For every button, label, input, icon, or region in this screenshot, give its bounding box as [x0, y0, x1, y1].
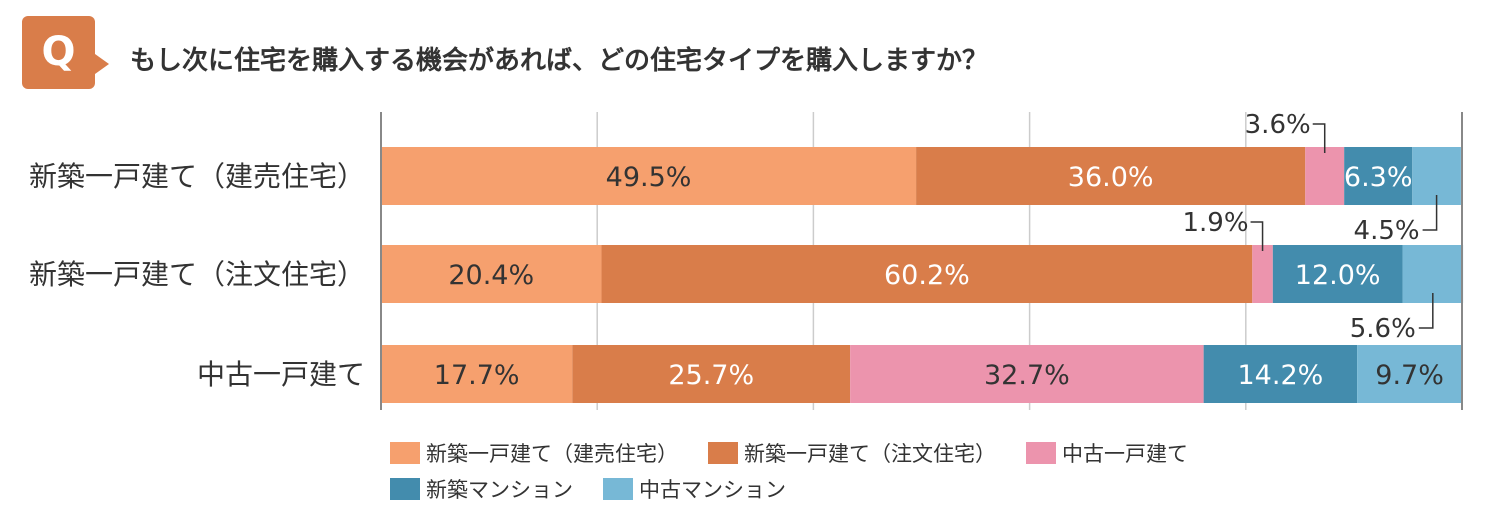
legend-label: 新築マンション: [426, 478, 573, 502]
data-label: 6.3%: [1344, 162, 1413, 193]
data-label: 1.9%: [1182, 208, 1248, 238]
bar-segment: [381, 245, 602, 303]
bar-segment: [1272, 245, 1403, 303]
data-label: 3.6%: [1245, 110, 1311, 140]
legend-swatch: [390, 478, 420, 500]
data-label: 4.5%: [1354, 216, 1420, 246]
bar-segment: [572, 345, 851, 403]
question-title: もし次に住宅を購入する機会があれば、どの住宅タイプを購入しますか？: [130, 46, 989, 76]
bar-segment: [381, 147, 917, 205]
bar-segment: [916, 147, 1306, 205]
category-label: 新築一戸建て（注文住宅）: [29, 258, 365, 291]
legend-item: 新築一戸建て（注文住宅）: [708, 438, 996, 468]
leader-line: [1422, 195, 1438, 231]
bar-segment: [850, 345, 1204, 403]
data-label: 49.5%: [606, 162, 692, 193]
data-label: 17.7%: [434, 360, 520, 391]
legend-swatch: [390, 442, 420, 464]
legend-swatch: [603, 478, 633, 500]
category-label: 新築一戸建て（建売住宅）: [29, 160, 365, 193]
legend-row-1: 新築一戸建て（建売住宅） 新築一戸建て（注文住宅） 中古一戸建て: [390, 438, 1188, 468]
legend-label: 新築一戸建て（建売住宅）: [426, 442, 678, 466]
bar-segment: [1252, 245, 1273, 303]
data-label: 20.4%: [448, 260, 534, 291]
question-badge: Q: [22, 16, 109, 89]
leader-line: [1418, 293, 1434, 329]
data-label: 5.6%: [1350, 314, 1416, 344]
bar-segment: [601, 245, 1253, 303]
data-label: 12.0%: [1295, 260, 1381, 291]
legend-label: 中古一戸建て: [1062, 442, 1188, 466]
legend-label: 新築一戸建て（注文住宅）: [744, 442, 996, 466]
data-label: 32.7%: [984, 360, 1070, 391]
legend-item: 中古一戸建て: [1026, 438, 1188, 468]
bar-segment: [381, 345, 573, 403]
data-label: 25.7%: [668, 360, 754, 391]
legend-item: 新築一戸建て（建売住宅）: [390, 438, 678, 468]
bar-segment: [1344, 147, 1413, 205]
legend-item: 中古マンション: [603, 474, 786, 504]
bar-segment: [1203, 345, 1358, 403]
legend-item: 新築マンション: [390, 474, 573, 504]
legend-swatch: [1026, 442, 1056, 464]
data-label: 9.7%: [1375, 360, 1444, 391]
data-label: 36.0%: [1068, 162, 1154, 193]
legend-swatch: [708, 442, 738, 464]
data-label: 60.2%: [884, 260, 970, 291]
data-label: 14.2%: [1238, 360, 1324, 391]
legend-label: 中古マンション: [639, 478, 786, 502]
bar-segment: [1305, 147, 1345, 205]
legend-row-2: 新築マンション 中古マンション: [390, 474, 786, 504]
question-badge-letter: Q: [41, 29, 76, 75]
leader-line: [1250, 221, 1264, 251]
leader-line: [1312, 123, 1326, 153]
category-label: 中古一戸建て: [197, 358, 365, 391]
bar-segment: [1357, 345, 1462, 403]
